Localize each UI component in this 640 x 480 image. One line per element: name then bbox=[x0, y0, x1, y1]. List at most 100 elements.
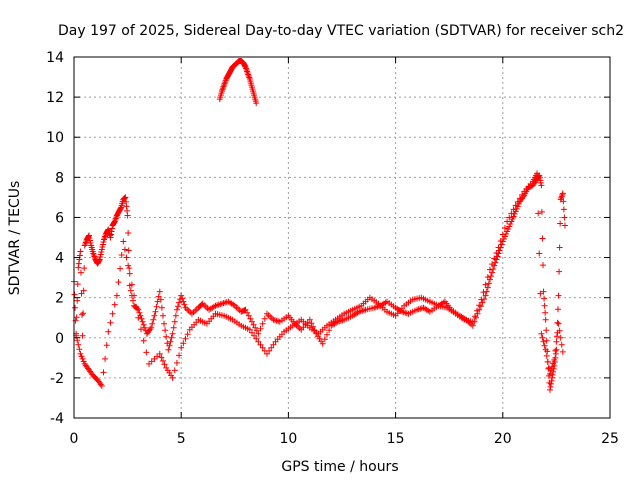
data-point bbox=[306, 316, 313, 323]
data-point bbox=[181, 301, 188, 308]
data-point bbox=[510, 213, 517, 220]
data-point bbox=[503, 230, 510, 237]
data-point bbox=[178, 292, 185, 299]
data-point bbox=[155, 293, 162, 300]
data-point bbox=[178, 344, 185, 351]
data-point bbox=[481, 296, 488, 303]
data-point bbox=[319, 340, 326, 347]
data-point bbox=[561, 214, 568, 221]
data-point bbox=[126, 270, 133, 277]
data-point bbox=[499, 231, 506, 238]
data-point bbox=[87, 237, 94, 244]
data-point bbox=[115, 279, 122, 286]
data-point bbox=[117, 205, 124, 212]
data-point bbox=[120, 238, 127, 245]
data-point bbox=[261, 315, 268, 322]
data-point bbox=[479, 299, 486, 306]
data-point bbox=[176, 299, 183, 306]
data-point bbox=[251, 332, 258, 339]
data-point bbox=[158, 354, 165, 361]
data-point bbox=[560, 198, 567, 205]
data-point bbox=[469, 318, 476, 325]
data-point bbox=[514, 198, 521, 205]
data-point bbox=[553, 338, 560, 345]
data-point bbox=[253, 327, 260, 334]
data-point bbox=[140, 337, 147, 344]
data-point bbox=[539, 334, 546, 341]
data-point bbox=[124, 212, 131, 219]
data-point bbox=[117, 265, 124, 272]
data-point bbox=[543, 337, 550, 344]
data-point bbox=[493, 250, 500, 257]
data-point bbox=[171, 318, 178, 325]
data-point bbox=[321, 336, 328, 343]
data-point bbox=[97, 254, 104, 261]
data-point bbox=[78, 290, 85, 297]
data-point bbox=[156, 350, 163, 357]
y-axis-label: SDTVAR / TECUs bbox=[7, 181, 23, 296]
data-point bbox=[516, 195, 523, 202]
y-tick-label: 10 bbox=[46, 130, 64, 146]
data-point bbox=[538, 182, 545, 189]
data-point bbox=[79, 355, 86, 362]
data-point bbox=[77, 269, 84, 276]
data-point bbox=[556, 268, 563, 275]
data-point bbox=[259, 320, 266, 327]
data-point bbox=[474, 310, 481, 317]
data-point bbox=[483, 288, 490, 295]
data-point bbox=[133, 303, 140, 310]
data-point bbox=[506, 214, 513, 221]
data-point bbox=[72, 304, 79, 311]
y-tick-label: 4 bbox=[55, 251, 64, 267]
data-point bbox=[99, 244, 106, 251]
data-point bbox=[482, 292, 489, 299]
data-point bbox=[161, 320, 168, 327]
data-point bbox=[323, 331, 330, 338]
data-point bbox=[557, 334, 564, 341]
data-point bbox=[495, 244, 502, 251]
data-point bbox=[78, 353, 85, 360]
data-point bbox=[148, 358, 155, 365]
data-point bbox=[111, 301, 118, 308]
data-point bbox=[146, 360, 153, 367]
data-point bbox=[107, 231, 114, 238]
data-point bbox=[162, 327, 169, 334]
data-point bbox=[534, 170, 541, 177]
data-point bbox=[537, 179, 544, 186]
data-point bbox=[540, 338, 547, 345]
data-point bbox=[79, 332, 86, 339]
data-point bbox=[75, 260, 82, 267]
data-point bbox=[245, 312, 252, 319]
data-point bbox=[485, 280, 492, 287]
data-point bbox=[504, 228, 511, 235]
data-point bbox=[255, 330, 262, 337]
data-point bbox=[556, 244, 563, 251]
data-point bbox=[97, 251, 104, 258]
data-point bbox=[268, 344, 275, 351]
data-point bbox=[174, 303, 181, 310]
data-point bbox=[513, 205, 520, 212]
data-point bbox=[557, 220, 564, 227]
data-point bbox=[548, 367, 555, 374]
data-point bbox=[540, 262, 546, 269]
data-point bbox=[541, 302, 548, 309]
data-point bbox=[98, 246, 105, 253]
data-point bbox=[98, 382, 105, 389]
data-point bbox=[538, 330, 545, 337]
data-point bbox=[167, 338, 174, 345]
data-point bbox=[124, 207, 131, 214]
data-point bbox=[121, 246, 128, 253]
data-point bbox=[250, 321, 257, 328]
data-point bbox=[81, 265, 88, 272]
data-point bbox=[123, 254, 130, 261]
data-point bbox=[257, 341, 264, 348]
data-point bbox=[326, 327, 333, 334]
data-point bbox=[541, 295, 548, 302]
data-point bbox=[74, 297, 81, 304]
data-point bbox=[489, 261, 496, 268]
data-point bbox=[544, 358, 551, 365]
data-point bbox=[542, 346, 549, 353]
series-3 bbox=[216, 58, 260, 107]
data-point bbox=[198, 301, 205, 308]
